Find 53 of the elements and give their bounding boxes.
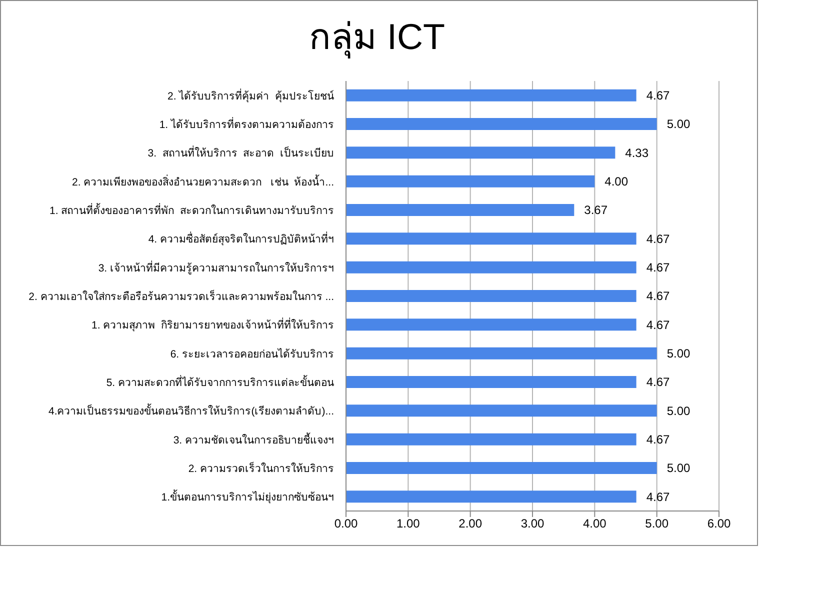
data-label: 4.67 (646, 375, 670, 390)
bar (346, 376, 636, 388)
data-label: 4.00 (604, 174, 628, 189)
data-label: 4.67 (646, 432, 670, 447)
bar (346, 290, 636, 302)
bar (346, 261, 636, 274)
y-tick-label: 1. ได้รับบริการที่ตรงตามความต้องการ (159, 117, 334, 131)
data-label: 5.00 (666, 346, 691, 361)
bar (346, 175, 595, 188)
bar (346, 347, 657, 360)
y-tick-label: 4. ความซื่อสัตย์สุจริตในการปฏิบัติหน้าที่ฯ (148, 232, 334, 246)
y-tick-label: 3. เจ้าหน้าที่มีความรู้ความสามารถในการให้บริการฯ (98, 260, 334, 274)
y-tick-label: 6. ระยะเวลารอคอยก่อนได้รับบริการ (170, 347, 334, 360)
data-label: 5.00 (666, 404, 691, 418)
data-label: 4.67 (646, 232, 670, 246)
x-tick-label: 4.00 (582, 516, 607, 531)
x-tick-label: 1.00 (396, 516, 420, 531)
data-label: 3.67 (584, 203, 608, 218)
x-tick-label: 6.00 (707, 516, 731, 531)
bar (346, 89, 636, 102)
bar (346, 318, 636, 331)
data-label: 4.67 (646, 289, 670, 304)
x-tick-label: 0.00 (334, 516, 358, 531)
bar (346, 204, 574, 216)
y-tick-label: 1.ขั้นตอนการบริการไม่ยุ่งยากซับซ้อนฯ (161, 490, 334, 504)
bar (346, 404, 657, 417)
bar (346, 433, 636, 446)
x-tick-label: 5.00 (645, 516, 669, 531)
bar (346, 146, 616, 159)
y-tick-label: 3. สถานที่ให้บริการ สะอาด เป็นระเบียบ (148, 146, 334, 160)
y-tick-label: 3. ความชัดเจนในการอธิบายชี้แจงฯ (173, 432, 334, 446)
y-tick-label: 2. ได้รับบริการที่คุ้มค่า คุ้มประโยชน์ (167, 88, 334, 102)
bar (346, 462, 657, 474)
y-tick-label: 1. สถานที่ตั้งของอาคารที่พัก สะดวกในการเดินทางมารับบริการ (49, 203, 334, 217)
x-tick-label: 2.00 (458, 516, 482, 531)
y-tick-label: 2. ความเพียงพอของสิ่งอำนวยความสะดวก เช่น ห้องน้ำ... (72, 174, 334, 188)
data-label: 4.67 (646, 88, 670, 103)
y-tick-label: 1. ความสุภาพ กิริยามารยาทของเจ้าหน้าที่ที่ให้บริการ (91, 318, 334, 332)
chart-title: กลุ่ม ICT (308, 15, 446, 59)
y-tick-label: 4.ความเป็นธรรมของขั้นตอนวิธีการให้บริการ(เรียงตามลำดับ)... (48, 404, 334, 418)
data-label: 5.00 (666, 461, 691, 476)
bar (346, 118, 657, 130)
x-tick-label: 3.00 (520, 516, 544, 531)
y-tick-label: 2. ความรวดเร็วในการให้บริการ (188, 461, 334, 475)
data-label: 4.67 (646, 260, 670, 275)
bar (346, 490, 636, 503)
data-label: 5.00 (666, 117, 691, 132)
data-label: 4.33 (625, 146, 649, 160)
bar (346, 232, 636, 245)
y-tick-label: 2. ความเอาใจใส่กระตือรือร้นความรวดเร็วและความพร้อมในการ ... (28, 289, 334, 303)
data-label: 4.67 (646, 318, 670, 332)
data-label: 4.67 (646, 490, 670, 504)
y-tick-label: 5. ความสะดวกที่ได้รับจากการบริการแต่ละขั้นตอน (106, 375, 334, 389)
